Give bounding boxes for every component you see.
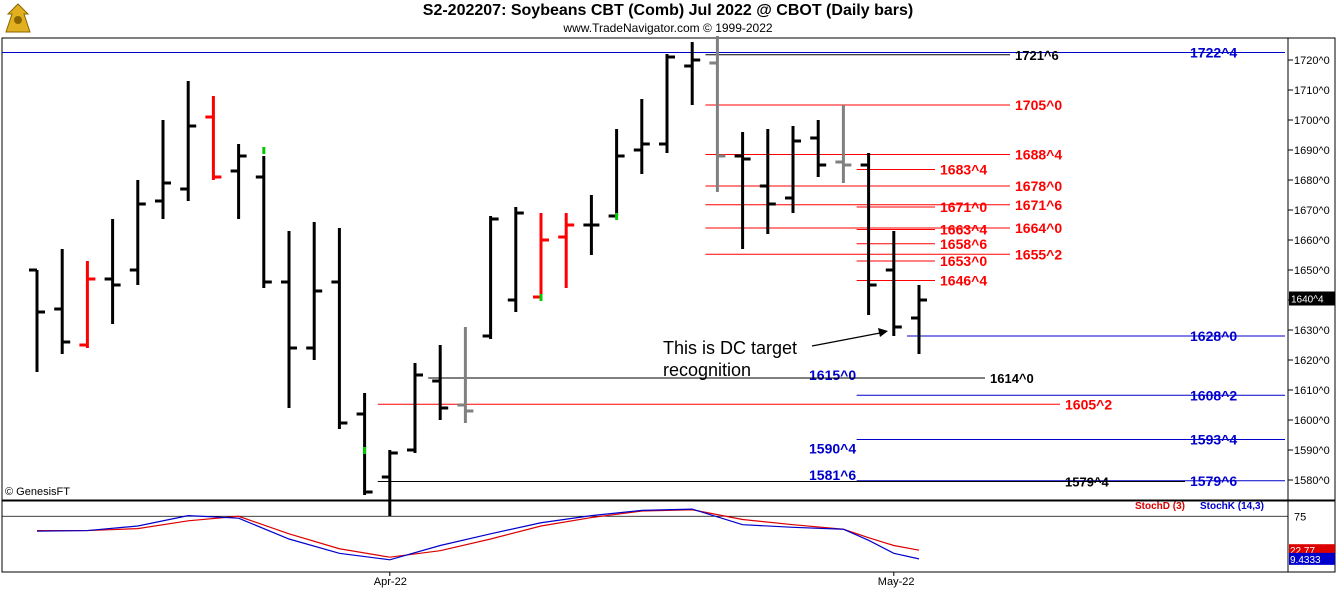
last-price-label: 1640^4: [1291, 295, 1324, 306]
level-label: 1593^4: [1190, 432, 1237, 448]
annotation-line1: This is DC target: [663, 338, 797, 358]
y-tick-label: 1720^0: [1294, 55, 1330, 67]
bull-bear-logo-icon: [5, 3, 31, 33]
level-label: 1658^6: [940, 236, 987, 252]
level-label: 1663^4: [940, 222, 987, 238]
level-label: 1579^6: [1190, 473, 1237, 489]
chart-subtitle: www.TradeNavigator.com © 1999-2022: [563, 21, 773, 35]
level-label: 1646^4: [940, 273, 987, 289]
level-label: 1664^0: [1015, 220, 1062, 236]
level-label: 1655^2: [1015, 246, 1062, 262]
level-label: 1581^6: [809, 467, 856, 483]
level-label: 1614^0: [990, 371, 1034, 386]
last-price-box: [1289, 291, 1335, 306]
level-label: 1683^4: [940, 162, 987, 178]
level-label: 1608^2: [1190, 387, 1237, 403]
y-tick-label: 1650^0: [1294, 265, 1330, 277]
level-label: 1671^0: [940, 199, 987, 215]
level-label: 1615^0: [809, 367, 856, 383]
level-label: 1671^6: [1015, 197, 1062, 213]
level-label: 1722^4: [1190, 45, 1237, 61]
copyright-label: © GenesisFT: [5, 486, 70, 498]
legend-stochd: StochD (3): [1135, 501, 1185, 512]
x-tick-label: May-22: [878, 576, 915, 588]
y-tick-label: 1620^0: [1294, 355, 1330, 367]
y-tick-label: 1700^0: [1294, 115, 1330, 127]
y-tick-label: 1710^0: [1294, 85, 1330, 97]
stoch-last-label: 22.77: [1290, 546, 1315, 557]
chart-title: S2-202207: Soybeans CBT (Comb) Jul 2022 …: [422, 2, 914, 19]
level-label: 1653^0: [940, 253, 987, 269]
annotation-line2: recognition: [663, 360, 751, 380]
annotation-arrow: [811, 332, 881, 347]
level-label: 1705^0: [1015, 97, 1062, 113]
y-tick-label: 1670^0: [1294, 205, 1330, 217]
level-label: 1678^0: [1015, 178, 1062, 194]
y-tick-label: 1660^0: [1294, 235, 1330, 247]
stoch-last-box: [1289, 552, 1335, 565]
level-label: 1579^4: [1065, 475, 1110, 490]
price-axis-panel: [1287, 37, 1336, 501]
y-tick-label: 1690^0: [1294, 145, 1330, 157]
y-tick-label: 1610^0: [1294, 385, 1330, 397]
legend-stochk: StochK (14,3): [1200, 501, 1264, 512]
level-label: 1628^0: [1190, 328, 1237, 344]
stochd-line: [37, 509, 920, 558]
x-tick-label: Apr-22: [374, 576, 407, 588]
stoch-pane-border: [1, 500, 1289, 573]
y-tick-label: 1630^0: [1294, 325, 1330, 337]
level-label: 1688^4: [1015, 147, 1062, 163]
y-tick-label: 1680^0: [1294, 175, 1330, 187]
level-label: 1721^6: [1015, 48, 1059, 63]
annotation-arrowhead: [878, 328, 888, 337]
y-tick-label: 1600^0: [1294, 415, 1330, 427]
price-pane-border: [1, 37, 1289, 501]
y-tick-label: 1580^0: [1294, 475, 1330, 487]
level-label: 1590^4: [809, 441, 856, 457]
stoch-tick-label: 75: [1294, 511, 1306, 523]
stoch-last-label: 9.4333: [1290, 555, 1321, 566]
y-tick-label: 1590^0: [1294, 445, 1330, 457]
chart-header: S2-202207: Soybeans CBT (Comb) Jul 2022 …: [0, 0, 1336, 38]
level-label: 1605^2: [1065, 396, 1112, 412]
stochk-line: [36, 508, 920, 561]
